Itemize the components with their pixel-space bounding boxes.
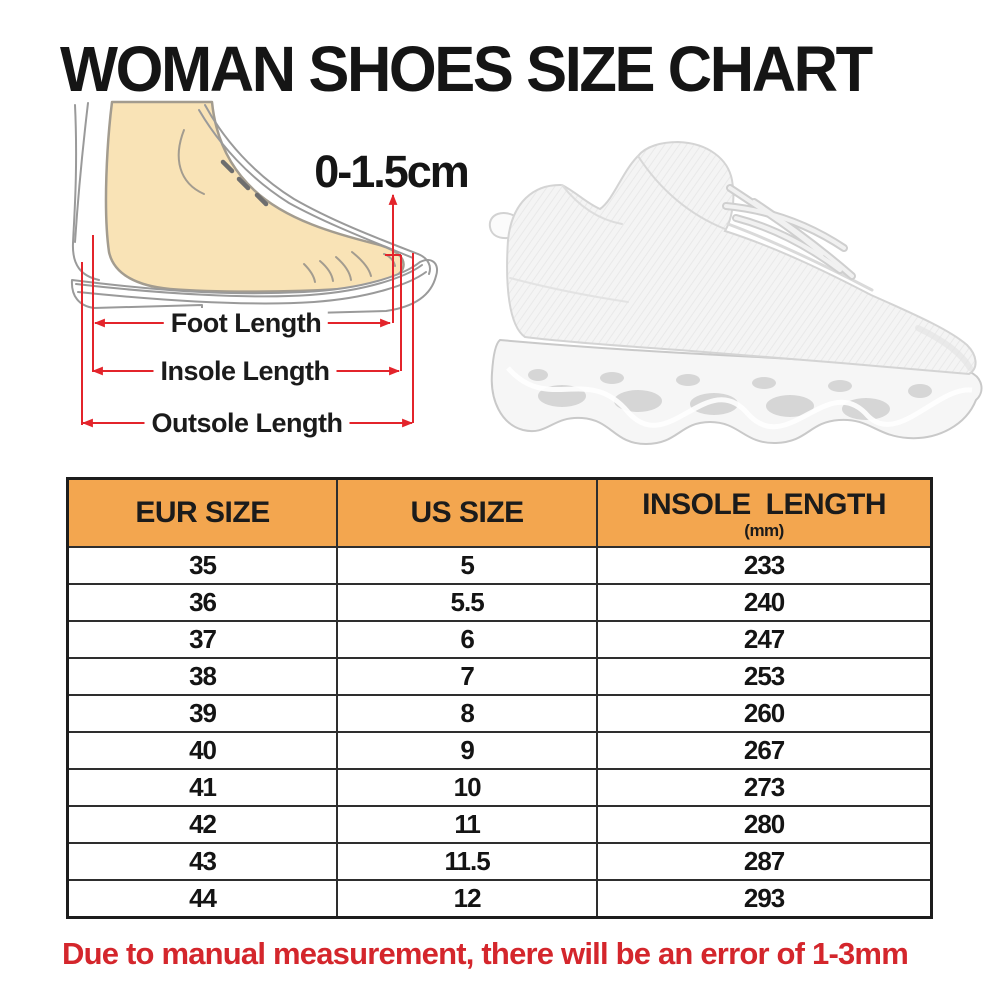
outsole-length-label: Outsole Length (144, 408, 350, 438)
insole-length-cell: 260 (596, 694, 933, 733)
foot-illustration (70, 100, 438, 317)
sneaker-photo (478, 128, 998, 458)
insole-length-cell: 280 (596, 805, 933, 844)
us-size-cell: 10 (336, 768, 599, 807)
eur-size-header: EUR SIZE (66, 477, 339, 548)
foot-length-label: Foot Length (163, 308, 329, 338)
insole-length-header: INSOLE LENGTH (mm) (596, 477, 933, 548)
us-size-cell: 12 (336, 879, 599, 919)
size-table: EUR SIZE US SIZE INSOLE LENGTH (mm) 35 5 2… (66, 477, 933, 919)
us-size-cell: 9 (336, 731, 599, 770)
us-size-cell: 7 (336, 657, 599, 696)
page-title: WOMAN SHOES SIZE CHART (60, 33, 873, 105)
insole-length-cell: 293 (596, 879, 933, 919)
sneaker-upper (506, 140, 977, 376)
us-size-cell: 11.5 (336, 842, 599, 881)
sole-holes (528, 369, 932, 420)
us-size-header: US SIZE (336, 477, 599, 548)
eur-size-cell: 37 (66, 620, 339, 659)
us-size-cell: 11 (336, 805, 599, 844)
toe-gap-label: 0-1.5cm (314, 146, 470, 197)
insole-length-cell: 267 (596, 731, 933, 770)
sole-wave-ridges (506, 366, 973, 430)
us-size-cell: 8 (336, 694, 599, 733)
insole-length-cell: 240 (596, 583, 933, 622)
lace-ticks (220, 159, 269, 207)
insole-length-header-label: INSOLE LENGTH (642, 488, 886, 521)
header-row: EUR SIZE US SIZE INSOLE LENGTH (mm) (66, 477, 933, 548)
us-size-cell: 6 (336, 620, 599, 659)
size-row: 44 12 293 (66, 879, 933, 919)
size-row: 36 5.5 240 (66, 583, 933, 622)
insole-length-cell: 273 (596, 768, 933, 807)
foot-measurement-diagram: 0-1.5cm Foot Length Insole Length Outsol… (52, 100, 482, 455)
measurement-note: Due to manual measurement, there will be… (62, 936, 909, 971)
insole-length-label: Insole Length (153, 356, 337, 386)
size-row: 43 11.5 287 (66, 842, 933, 881)
size-row: 41 10 273 (66, 768, 933, 807)
size-row: 37 6 247 (66, 620, 933, 659)
insole-length-cell: 287 (596, 842, 933, 881)
insole-length-cell: 233 (596, 546, 933, 585)
insole-length-cell: 253 (596, 657, 933, 696)
upper-details (509, 155, 973, 371)
laces (722, 184, 856, 280)
eur-size-cell: 40 (66, 731, 339, 770)
eur-size-cell: 36 (66, 583, 339, 622)
size-row: 42 11 280 (66, 805, 933, 844)
sneaker-illustration (488, 140, 983, 446)
insole-unit-label: (mm) (744, 521, 784, 540)
eur-size-cell: 38 (66, 657, 339, 696)
eur-size-cell: 41 (66, 768, 339, 807)
eur-size-cell: 42 (66, 805, 339, 844)
size-row: 40 9 267 (66, 731, 933, 770)
us-size-cell: 5.5 (336, 583, 599, 622)
eur-size-cell: 35 (66, 546, 339, 585)
eur-size-cell: 43 (66, 842, 339, 881)
size-row: 39 8 260 (66, 694, 933, 733)
eur-size-cell: 39 (66, 694, 339, 733)
insole-length-cell: 247 (596, 620, 933, 659)
foot-shoe-illustration (70, 100, 438, 428)
size-row: 38 7 253 (66, 657, 933, 696)
us-size-cell: 5 (336, 546, 599, 585)
eur-size-cell: 44 (66, 879, 339, 919)
size-row: 35 5 233 (66, 546, 933, 585)
